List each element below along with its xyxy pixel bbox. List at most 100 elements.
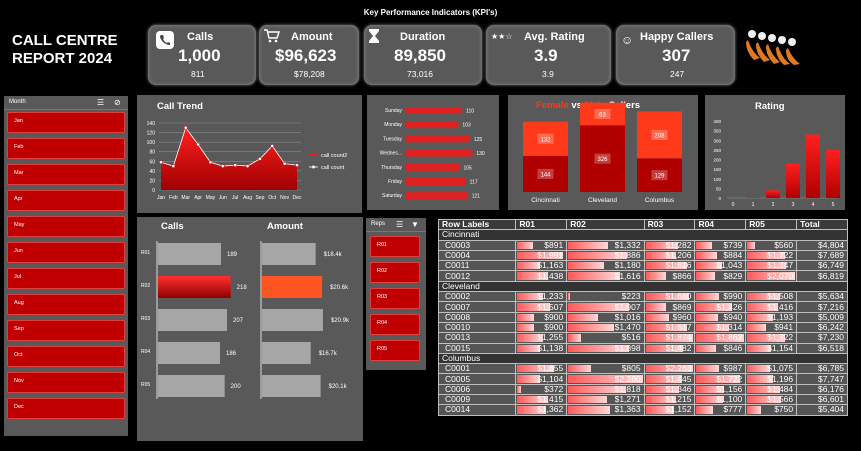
month-slicer-item[interactable]: Aug	[7, 294, 125, 315]
filter-icon[interactable]: ▼	[411, 220, 419, 229]
rep-label: R02	[141, 283, 150, 289]
weekday-bar	[405, 178, 466, 185]
calls-title: Calls	[161, 221, 184, 232]
pivot-header-cell[interactable]: Row Labels	[437, 218, 517, 231]
pivot-header-cell[interactable]: R02	[566, 218, 645, 231]
pivot-value-cell: $1,874	[643, 332, 696, 344]
month-slicer-item[interactable]: Sep	[7, 320, 125, 341]
report-title-line1: CALL CENTRE	[12, 32, 118, 49]
month-slicer-item[interactable]: Mar	[7, 164, 125, 185]
male-bar	[523, 155, 568, 192]
pivot-value-cell: $1,507	[515, 301, 568, 313]
data-bar	[568, 293, 571, 301]
pivot-header-cell[interactable]: R05	[745, 218, 798, 231]
pivot-group-row[interactable]: Cincinnati	[438, 229, 848, 241]
month-slicer-item[interactable]: Nov	[7, 372, 125, 393]
pivot-value-cell: $1,438	[515, 270, 568, 282]
kpi-calls-label: Calls	[187, 31, 214, 43]
cell-value: $6,785	[818, 363, 844, 374]
pivot-total-cell: $6,518	[796, 342, 848, 354]
weekday-value: 121	[472, 194, 481, 200]
city-label: Cleveland	[588, 197, 617, 204]
rep-slicer-item[interactable]: R03	[370, 288, 420, 309]
kpi-amount: Amount $96,623 $78,208	[259, 25, 359, 85]
month-slicer-item[interactable]: Dec	[7, 398, 125, 419]
data-bar	[517, 375, 541, 383]
month-slicer-item[interactable]: Jan	[7, 112, 125, 133]
kpi-rating: ★★☆ Avg. Rating 3.9 3.9	[486, 25, 611, 85]
data-bar	[568, 375, 643, 383]
month-slicer-item[interactable]: Jun	[7, 242, 125, 263]
weekday-value: 125	[474, 137, 483, 143]
cell-value: $846	[723, 342, 743, 353]
month-slicer-item[interactable]: Apr	[7, 190, 125, 211]
data-bar	[645, 344, 684, 352]
cell-value: $1,680	[665, 291, 692, 302]
pivot-header-cell[interactable]: Total	[796, 218, 848, 231]
data-bar	[696, 313, 719, 321]
rep-slicer-item[interactable]: R02	[370, 262, 420, 283]
data-bar	[747, 313, 773, 321]
month-slicer-item[interactable]: Feb	[7, 138, 125, 159]
calls-amount-panel: Calls Amount R01 189 $18.4k R02 218 $20.6k R03…	[137, 217, 363, 441]
multi-select-icon[interactable]: ☰	[396, 220, 404, 229]
pivot-header-cell[interactable]: R03	[643, 218, 696, 231]
data-bar	[696, 251, 717, 260]
amount-value: $20.1k	[329, 384, 348, 390]
y-tick-label: 250	[713, 148, 721, 153]
month-slicer-item[interactable]: Jul	[7, 268, 125, 289]
data-bar	[645, 406, 675, 414]
cell-value: $777	[723, 404, 743, 415]
rep-slicer-item[interactable]: R04	[370, 314, 420, 335]
month-slicer-item[interactable]: Oct	[7, 346, 125, 367]
call-trend-chart: 0 20 40 60 80 100 120 140 Jan Feb Mar Apr May Jun Jul A…	[147, 121, 348, 201]
cell-value: $1,138	[537, 342, 564, 353]
data-bar	[517, 344, 541, 352]
data-bar	[645, 262, 688, 270]
cell-value: $1,362	[537, 404, 564, 415]
rating-panel: Rating 0 50 100 150 200 250 300 350 400 0 1 2 3 4 5	[705, 95, 845, 210]
data-bar	[696, 241, 712, 249]
x-tick-label: Dec	[293, 195, 302, 201]
kpi-happy-sub: 247	[670, 69, 685, 79]
pivot-header-cell[interactable]: R01	[515, 218, 568, 231]
data-bar	[645, 303, 667, 311]
multi-select-icon[interactable]: ☰	[97, 98, 105, 107]
data-label: 63	[599, 112, 606, 118]
cell-value: $2,263	[665, 363, 692, 374]
weekday-chart: Sunday 110 Monday 103 Tuesday 125 Wednes... 130…	[380, 107, 485, 200]
data-bar	[645, 323, 688, 332]
data-label-box	[651, 170, 668, 181]
cell-value: $884	[723, 250, 743, 261]
calls-bar	[158, 375, 225, 397]
pivot-row: C0001 $1,655 $805 $2,263 $987 $1,075 $6,785	[437, 363, 848, 375]
pivot-value-cell: $805	[566, 363, 645, 375]
rep-slicer-item[interactable]: R05	[370, 340, 420, 361]
data-bar	[517, 272, 548, 280]
cell-value: $940	[723, 311, 743, 322]
data-bar	[517, 396, 548, 404]
rating-bar	[826, 149, 840, 198]
pivot-total-cell: $6,785	[796, 363, 848, 375]
data-label-box	[594, 153, 611, 164]
x-tick-label: 5	[832, 202, 835, 208]
data-bar	[568, 251, 628, 260]
data-point	[270, 144, 275, 148]
pivot-value-cell: $1,416	[745, 301, 798, 313]
pivot-header-cell[interactable]: R04	[694, 218, 747, 231]
call-trend-panel: Call Trend 0 20 40 60 80 100 120 140 Jan Feb Mar Ap…	[137, 95, 362, 213]
pivot-row: C0015 $1,138 $1,898 $1,482 $846 $1,154 $6,518	[437, 342, 848, 354]
cell-value: $1,616	[665, 260, 692, 271]
pivot-value-cell: $2,280	[566, 373, 645, 385]
calls-bar	[158, 342, 220, 364]
pivot-row: C0002 $1,233 $223 $1,680 $990 $1,508 $5,634	[437, 291, 848, 303]
rep-slicer-item[interactable]: R01	[370, 236, 420, 257]
x-tick-label: Jul	[232, 195, 238, 201]
cell-value: $869	[672, 301, 692, 312]
month-slicer-item[interactable]: May	[7, 216, 125, 237]
clear-filter-icon[interactable]: ⊘	[114, 98, 121, 107]
pivot-row-label: C0005	[437, 373, 517, 385]
amount-value: $20.9k	[331, 318, 350, 324]
data-point	[282, 161, 287, 166]
pivot-value-cell: $1,138	[515, 342, 568, 354]
